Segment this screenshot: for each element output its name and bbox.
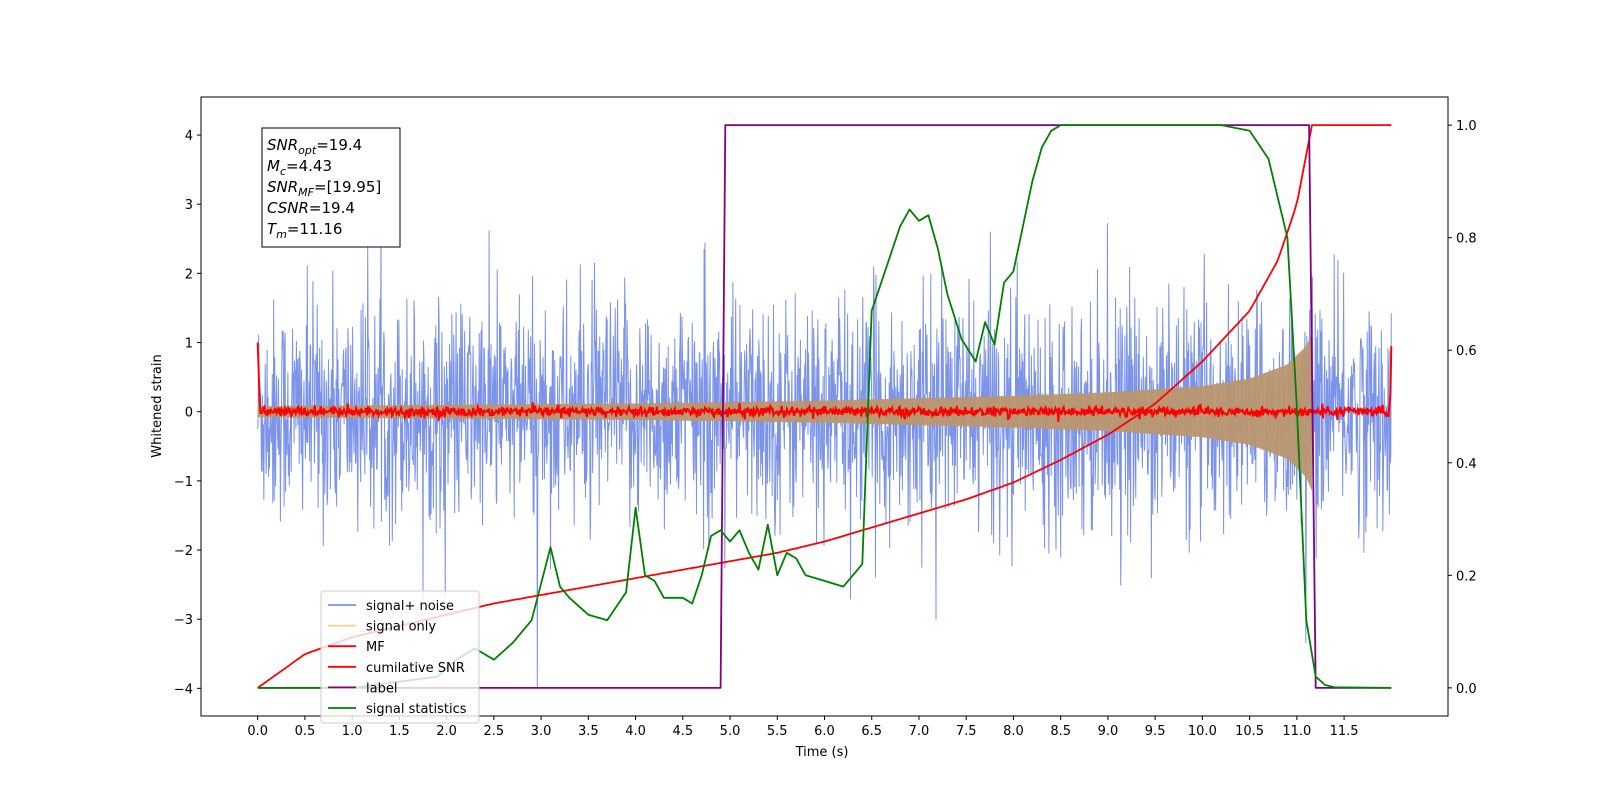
info-csnr: CSNR=19.4 [267, 199, 355, 217]
x-tick-label: 6.5 [861, 724, 882, 739]
series-label [257, 124, 1392, 689]
info-snr-mf: SNRMF=[19.95] [267, 178, 381, 199]
info-mc: Mc=4.43 [267, 157, 332, 178]
x-tick-label: 5.5 [767, 724, 788, 739]
legend-frame [320, 590, 480, 724]
x-tick-label: 1.5 [389, 724, 410, 739]
legend-label: label [366, 681, 397, 696]
x-tick-label: 4.5 [672, 724, 693, 739]
series-signal-statistics [257, 124, 1392, 689]
y-tick-label: −3 [174, 613, 193, 628]
info-tm: Tm=11.16 [267, 220, 342, 241]
x-tick-label: 2.0 [436, 724, 457, 739]
y-tick-label: −2 [174, 544, 193, 559]
y-tick-label: −4 [174, 682, 193, 697]
x-tick-label: 1.0 [342, 724, 363, 739]
x-tick-label: 7.0 [909, 724, 930, 739]
x-tick-label: 8.5 [1050, 724, 1071, 739]
y-tick-label: −1 [174, 475, 193, 490]
x-axis: 0.0 0.5 1.0 1.5 2.0 2.5 3.0 3.5 4.0 4.5 5.0 5.5 6.0 6… [247, 716, 1359, 739]
series-mf [256, 342, 1393, 423]
x-tick-label: 9.0 [1098, 724, 1119, 739]
y2-tick-label: 0.0 [1456, 682, 1477, 697]
x-tick-label: 10.5 [1235, 724, 1264, 739]
x-tick-label: 3.5 [578, 724, 599, 739]
x-tick-label: 9.5 [1145, 724, 1166, 739]
info-box-frame [261, 127, 401, 248]
x-tick-label: 5.0 [720, 724, 741, 739]
legend: signal+ noise signal only MF cumilative SNR… [320, 590, 480, 724]
y2-tick-label: 0.6 [1456, 344, 1477, 359]
y2-tick-label: 0.2 [1456, 569, 1477, 584]
x-tick-label: 3.0 [531, 724, 552, 739]
y-tick-label: 3 [185, 198, 193, 213]
legend-label: signal statistics [366, 702, 467, 717]
y2-tick-label: 0.8 [1456, 232, 1477, 247]
y2-tick-label: 1.0 [1456, 119, 1477, 134]
x-tick-label: 0.5 [295, 724, 316, 739]
legend-label: cumilative SNR [366, 661, 465, 676]
legend-label: signal only [366, 620, 436, 635]
y2-tick-label: 0.4 [1456, 457, 1477, 472]
series-signal-noise [257, 200, 1392, 688]
y-tick-label: 2 [185, 267, 193, 282]
x-tick-label: 8.0 [1003, 724, 1024, 739]
x-axis-label: Time (s) [795, 745, 849, 760]
y-tick-label: 4 [185, 129, 193, 144]
x-tick-label: 11.5 [1330, 724, 1359, 739]
info-box: SNRopt=19.4 Mc=4.43 SNRMF=[19.95] CSNR=1… [261, 127, 401, 248]
y-axis-right: 0.0 0.2 0.4 0.6 0.8 1.0 [1448, 119, 1477, 697]
legend-label: signal+ noise [366, 599, 454, 614]
x-tick-label: 6.0 [814, 724, 835, 739]
x-tick-label: 7.5 [956, 724, 977, 739]
x-tick-label: 11.0 [1282, 724, 1311, 739]
x-tick-label: 2.5 [484, 724, 505, 739]
y-tick-label: 1 [185, 337, 193, 352]
x-tick-label: 4.0 [625, 724, 646, 739]
x-tick-label: 0.0 [247, 724, 268, 739]
x-tick-label: 10.0 [1188, 724, 1217, 739]
y-axis-left: −4 −3 −2 −1 0 1 2 3 4 [174, 129, 201, 697]
legend-label: MF [366, 640, 385, 655]
info-snr-opt: SNRopt=19.4 [267, 136, 362, 157]
y-axis-label: Whitened strain [150, 354, 165, 457]
y-tick-label: 0 [185, 406, 193, 421]
